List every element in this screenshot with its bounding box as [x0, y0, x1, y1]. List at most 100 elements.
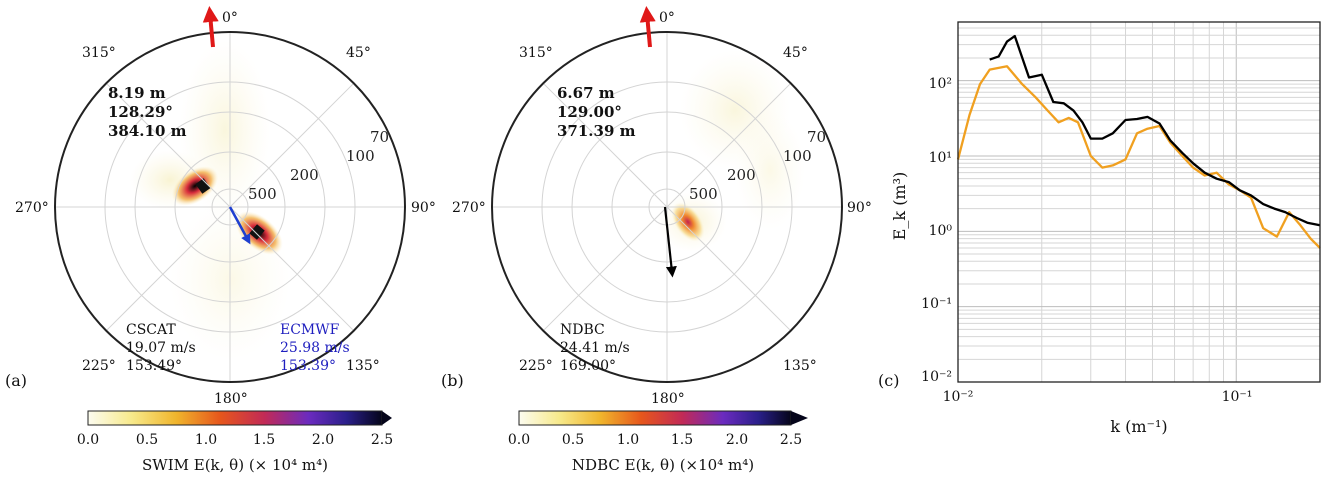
panel-b: 0° 45° 90° 135° 180° 225° 270° 315° 500 …: [441, 6, 872, 474]
line-plot-series: [956, 34, 1321, 249]
dir-label-90: 90°: [411, 200, 436, 216]
ring-label-200: 200: [727, 166, 756, 184]
colorbar-tick: 2.5: [780, 432, 802, 448]
ring-label-70: 70: [807, 128, 826, 146]
wind-speed: 25.98 m/s: [280, 340, 350, 356]
plot-frame: [957, 21, 1321, 383]
red-direction-arrow: [202, 6, 219, 48]
colorbar-tick: 1.5: [671, 432, 693, 448]
colorbar-gradient: [87, 410, 383, 426]
ecmwf-wind-arrow: [228, 206, 251, 245]
wind-cscat: CSCAT 19.07 m/s 153.49°: [126, 322, 196, 374]
colorbar-extend: [791, 411, 808, 425]
ring-label-200: 200: [290, 166, 319, 184]
x-tick-label: 10⁻²: [943, 389, 974, 405]
wind-direction: 169.00°: [560, 358, 616, 374]
ring-label-500: 500: [689, 185, 718, 203]
colorbar-label: NDBC E(k, θ) (×10⁴ m⁴): [572, 456, 754, 474]
dir-label-0: 0°: [222, 10, 238, 26]
colorbar-tick: 0.0: [77, 432, 99, 448]
colorbar-label: SWIM E(k, θ) (× 10⁴ m⁴): [142, 456, 328, 474]
direction-labels: 0° 45° 90° 135° 180° 225° 270° 315°: [452, 10, 872, 407]
peak-direction: 128.29°: [108, 103, 173, 121]
wind-speed: 19.07 m/s: [126, 340, 196, 356]
panel-letter: (a): [5, 371, 27, 390]
panel-c: 10² 10¹ 10⁰ 10⁻¹ 10⁻² 10⁻² 10⁻¹ E_k (m³)…: [878, 21, 1321, 436]
wind-source: NDBC: [560, 322, 605, 338]
dir-label-45: 45°: [783, 45, 808, 61]
wind-source: CSCAT: [126, 322, 176, 338]
polar-frame: [54, 31, 406, 383]
ring-labels: 500 200 100 70: [248, 128, 389, 203]
colorbar-extend: [382, 411, 392, 425]
colorbar-tick: 1.0: [617, 432, 639, 448]
panel-letter: (b): [441, 371, 464, 390]
wave-stats: 6.67 m 129.00° 371.39 m: [557, 84, 636, 140]
ring-label-100: 100: [346, 147, 375, 165]
ndbc-wind-arrow: [663, 206, 677, 278]
wind-source: ECMWF: [280, 322, 340, 338]
dir-label-45: 45°: [346, 45, 371, 61]
heat-hotspot: [171, 166, 219, 206]
dir-label-270: 270°: [15, 200, 49, 216]
peak-direction: 129.00°: [557, 103, 622, 121]
y-tick-label: 10⁻¹: [921, 296, 952, 312]
wind-direction: 153.49°: [126, 358, 182, 374]
series-line-black: [989, 34, 1321, 227]
dir-label-0: 0°: [659, 10, 675, 26]
polar-grid: [492, 32, 842, 382]
heat-hotspot: [671, 202, 705, 242]
colorbar-tick: 0.5: [562, 432, 584, 448]
x-tick-label: 10⁻¹: [1222, 389, 1253, 405]
line-plot-grid: [957, 21, 1321, 383]
y-tick-label: 10²: [929, 76, 952, 92]
dir-label-315: 315°: [519, 45, 553, 61]
dir-label-135: 135°: [346, 358, 380, 374]
dir-label-315: 315°: [82, 45, 116, 61]
series-line-orange: [956, 65, 1321, 249]
dir-label-180: 180°: [651, 391, 685, 407]
direction-labels: 0° 45° 90° 135° 180° 225° 270° 315°: [15, 10, 436, 407]
colorbar-tick: 1.5: [253, 432, 275, 448]
wind-ecmwf: ECMWF 25.98 m/s 153.39°: [280, 322, 350, 374]
y-tick-label: 10⁰: [929, 223, 953, 239]
ring-labels: 500 200 100 70: [689, 128, 826, 203]
dir-label-225: 225°: [82, 358, 116, 374]
colorbar-ticks: 0.0 0.5 1.0 1.5 2.0 2.5: [508, 432, 802, 448]
dir-label-225: 225°: [519, 358, 553, 374]
y-tick-label: 10⁻²: [921, 369, 952, 385]
dir-label-180: 180°: [214, 391, 248, 407]
colorbar-tick: 2.0: [312, 432, 334, 448]
wind-direction: 153.39°: [280, 358, 336, 374]
wind-speed: 24.41 m/s: [560, 340, 630, 356]
spoke-135: [542, 82, 792, 332]
y-tick-label: 10¹: [929, 150, 952, 166]
x-tick-labels: 10⁻² 10⁻¹: [943, 389, 1253, 405]
significant-wave-height: 8.19 m: [108, 84, 166, 102]
colorbar-tick: 2.5: [371, 432, 393, 448]
panel-letter: (c): [878, 371, 899, 390]
wave-stats: 8.19 m 128.29° 384.10 m: [108, 84, 187, 140]
peak-wavelength: 371.39 m: [557, 122, 636, 140]
heat-cell: [249, 224, 265, 240]
spectrum-haze: [735, 110, 805, 230]
y-axis-label: E_k (m³): [890, 172, 909, 241]
colorbar-tick: 0.0: [508, 432, 530, 448]
panel-a: 0° 45° 90° 135° 180° 225° 270° 315° 500 …: [5, 6, 436, 474]
polar-frame: [491, 31, 843, 383]
ring-label-100: 100: [783, 147, 812, 165]
dir-label-135: 135°: [783, 358, 817, 374]
ring-label-500: 500: [248, 185, 277, 203]
significant-wave-height: 6.67 m: [557, 84, 615, 102]
colorbar-tick: 1.0: [195, 432, 217, 448]
colorbar-a: 0.0 0.5 1.0 1.5 2.0 2.5 SWIM E(k, θ) (× …: [77, 410, 393, 474]
colorbar-gradient: [518, 410, 792, 426]
colorbar-tick: 2.0: [726, 432, 748, 448]
heat-hotspots: [671, 202, 705, 242]
colorbar-ticks: 0.0 0.5 1.0 1.5 2.0 2.5: [77, 432, 393, 448]
wind-ndbc: NDBC 24.41 m/s 169.00°: [560, 322, 630, 374]
red-direction-arrow: [639, 6, 656, 48]
heat-cell: [195, 178, 211, 194]
colorbar-tick: 0.5: [136, 432, 158, 448]
